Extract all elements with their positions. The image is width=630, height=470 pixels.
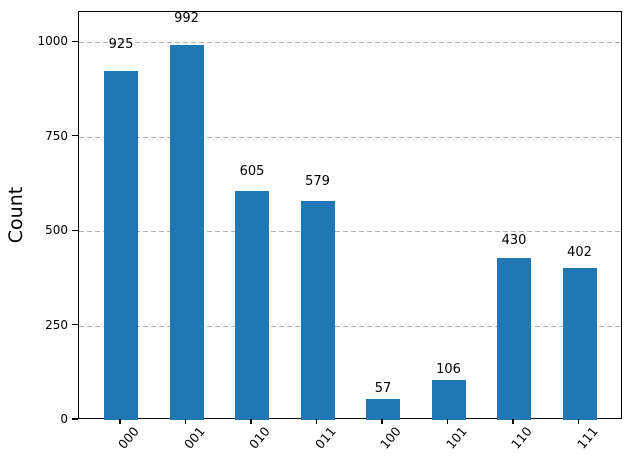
bar-010: [235, 191, 269, 420]
y-tick-mark-250: [72, 324, 78, 326]
x-tick-mark-101: [446, 419, 449, 424]
bar-111: [562, 268, 597, 420]
bar-011: [300, 201, 335, 420]
x-tick-label-111: 111: [573, 423, 601, 452]
y-tick-label-500: 500: [45, 223, 68, 238]
bar-value-label-011: 579: [305, 174, 330, 190]
bar-value-label-110: 430: [501, 233, 527, 249]
y-tick-mark-1000: [72, 40, 78, 42]
bar-value-label-100: 57: [374, 381, 392, 397]
bar-000: [104, 70, 138, 420]
x-tick-label-000: 000: [115, 423, 142, 452]
bar-value-label-010: 605: [239, 164, 265, 180]
x-tick-mark-110: [512, 419, 514, 424]
x-tick-mark-000: [119, 419, 121, 424]
bar-value-label-111: 402: [567, 244, 592, 260]
gridline-y-250: [79, 325, 621, 327]
gridline-y-500: [79, 231, 621, 233]
plot-area: 925 992 605 579 57 106 430 402: [78, 10, 622, 420]
x-tick-label-110: 110: [508, 423, 535, 452]
x-tick-label-010: 010: [246, 423, 273, 452]
bar-value-label-101: 106: [436, 362, 461, 378]
bar-001: [169, 45, 204, 420]
x-tick-mark-010: [250, 419, 252, 424]
bar-101: [431, 380, 466, 420]
x-tick-mark-111: [577, 419, 580, 424]
x-tick-mark-100: [381, 419, 383, 424]
bar-value-label-001: 992: [174, 10, 199, 26]
y-tick-mark-500: [72, 229, 78, 231]
y-tick-label-250: 250: [45, 317, 68, 332]
x-tick-label-100: 100: [377, 423, 404, 452]
y-tick-mark-0: [72, 418, 78, 420]
y-tick-label-750: 750: [45, 128, 68, 143]
bar-110: [497, 257, 531, 420]
x-tick-mark-001: [184, 419, 187, 424]
x-tick-label-001: 001: [180, 423, 208, 452]
x-tick-mark-011: [315, 419, 318, 424]
bar-value-label-000: 925: [108, 37, 134, 53]
bar-100: [366, 398, 400, 420]
x-tick-label-011: 011: [311, 423, 339, 452]
y-tick-mark-750: [72, 135, 78, 137]
x-tick-label-101: 101: [442, 423, 470, 452]
gridline-y-750: [79, 136, 621, 138]
y-tick-label-0: 0: [60, 412, 68, 426]
gridline-y-1000: [79, 42, 621, 44]
y-tick-label-1000: 1000: [37, 34, 68, 49]
